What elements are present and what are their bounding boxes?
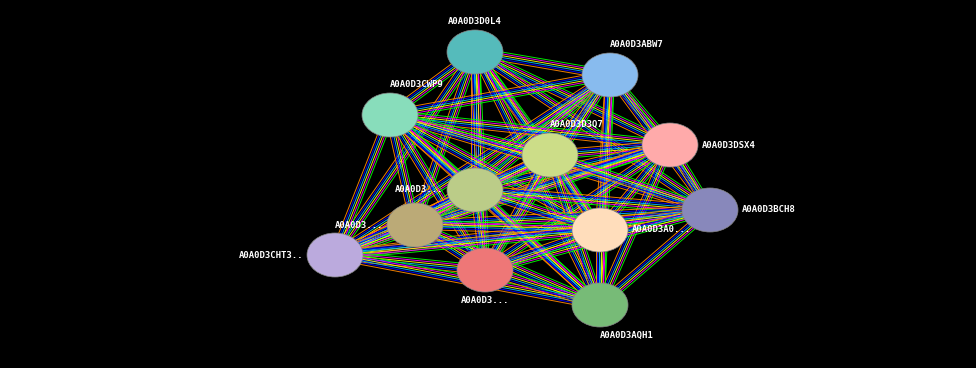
Text: A0A0D3BCH8: A0A0D3BCH8 [742,205,795,215]
Text: A0A0D3AQH1: A0A0D3AQH1 [600,331,654,340]
Ellipse shape [572,208,628,252]
Text: A0A0D3...: A0A0D3... [394,185,443,195]
Text: A0A0D3...: A0A0D3... [335,220,383,230]
Text: A0A0D3D3Q7: A0A0D3D3Q7 [550,120,604,129]
Text: A0A0D3D0L4: A0A0D3D0L4 [448,17,502,26]
Text: A0A0D3CWP9: A0A0D3CWP9 [390,80,444,89]
Ellipse shape [447,30,503,74]
Ellipse shape [522,133,578,177]
Text: A0A0D3ABW7: A0A0D3ABW7 [610,40,664,49]
Ellipse shape [362,93,418,137]
Ellipse shape [572,283,628,327]
Ellipse shape [582,53,638,97]
Ellipse shape [682,188,738,232]
Ellipse shape [642,123,698,167]
Ellipse shape [457,248,513,292]
Ellipse shape [387,203,443,247]
Text: A0A0D3A0...: A0A0D3A0... [632,226,691,234]
Text: A0A0D3DSX4: A0A0D3DSX4 [702,141,755,149]
Ellipse shape [447,168,503,212]
Text: A0A0D3...: A0A0D3... [461,296,509,305]
Ellipse shape [307,233,363,277]
Text: A0A0D3CHT3..: A0A0D3CHT3.. [238,251,303,259]
